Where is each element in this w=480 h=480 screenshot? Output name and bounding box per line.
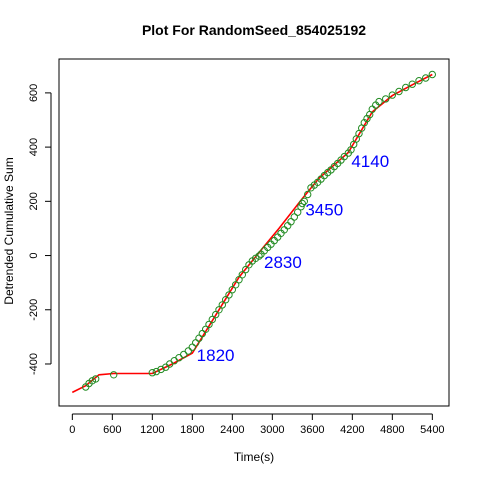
x-tick-label: 0 bbox=[69, 424, 75, 436]
y-axis: -400 -200 0 200 400 600 bbox=[28, 84, 52, 375]
x-tick-label: 3000 bbox=[260, 424, 284, 436]
chart-title: Plot For RandomSeed_854025192 bbox=[142, 22, 366, 38]
data-point bbox=[382, 95, 390, 103]
data-point bbox=[225, 291, 233, 299]
y-tick-label: -400 bbox=[28, 353, 40, 375]
data-point bbox=[215, 306, 223, 314]
annotation-layer: 1820 2830 3450 4140 bbox=[197, 152, 389, 365]
data-point bbox=[148, 369, 157, 377]
data-point bbox=[388, 91, 396, 99]
data-point bbox=[110, 371, 118, 379]
data-point bbox=[218, 301, 227, 309]
data-point bbox=[152, 367, 161, 376]
x-tick-label: 4200 bbox=[340, 424, 364, 436]
annotation-label: 2830 bbox=[264, 253, 302, 272]
x-axis-label: Time(s) bbox=[234, 450, 274, 464]
data-point bbox=[408, 80, 416, 88]
annotation-label: 3450 bbox=[305, 200, 343, 219]
y-tick-label: 600 bbox=[28, 84, 40, 102]
x-tick-label: 2400 bbox=[220, 424, 244, 436]
data-point bbox=[184, 347, 193, 355]
x-tick-label: 1800 bbox=[180, 424, 204, 436]
data-point bbox=[157, 365, 165, 374]
y-tick-label: -200 bbox=[28, 299, 40, 321]
x-tick-label: 3600 bbox=[300, 424, 324, 436]
y-tick-label: 0 bbox=[28, 252, 40, 258]
data-point bbox=[422, 74, 430, 82]
x-tick-label: 1200 bbox=[140, 424, 164, 436]
data-point bbox=[228, 286, 237, 294]
data-point bbox=[395, 87, 403, 96]
data-point bbox=[297, 203, 305, 211]
trend-line bbox=[71, 73, 433, 394]
y-axis-label: Detrended Cumulative Sum bbox=[2, 157, 16, 304]
data-point bbox=[428, 70, 436, 79]
data-point bbox=[232, 281, 240, 289]
x-tick-label: 4800 bbox=[380, 424, 404, 436]
x-tick-label: 600 bbox=[103, 424, 121, 436]
x-axis: 0 600 1200 1800 2400 3000 3600 4200 4800 5400 bbox=[69, 413, 445, 436]
data-point bbox=[238, 271, 247, 279]
annotation-label: 1820 bbox=[197, 346, 235, 365]
x-tick-label: 5400 bbox=[420, 424, 444, 436]
data-point bbox=[235, 276, 243, 284]
data-point bbox=[375, 97, 383, 106]
data-point bbox=[298, 199, 306, 208]
data-point bbox=[415, 77, 423, 85]
data-point bbox=[202, 325, 210, 333]
series-layer bbox=[71, 70, 436, 394]
data-point bbox=[180, 350, 188, 359]
data-point bbox=[290, 213, 298, 221]
y-tick-label: 200 bbox=[28, 192, 40, 210]
data-point bbox=[208, 315, 217, 324]
data-point bbox=[294, 208, 302, 216]
data-point bbox=[255, 252, 263, 260]
y-tick-label: 400 bbox=[28, 138, 40, 156]
data-point bbox=[92, 375, 100, 383]
data-point bbox=[300, 197, 308, 206]
plot-frame bbox=[58, 58, 450, 407]
data-point bbox=[205, 320, 213, 329]
data-point bbox=[304, 190, 312, 199]
annotation-label: 4140 bbox=[351, 152, 389, 171]
data-point bbox=[402, 83, 410, 92]
